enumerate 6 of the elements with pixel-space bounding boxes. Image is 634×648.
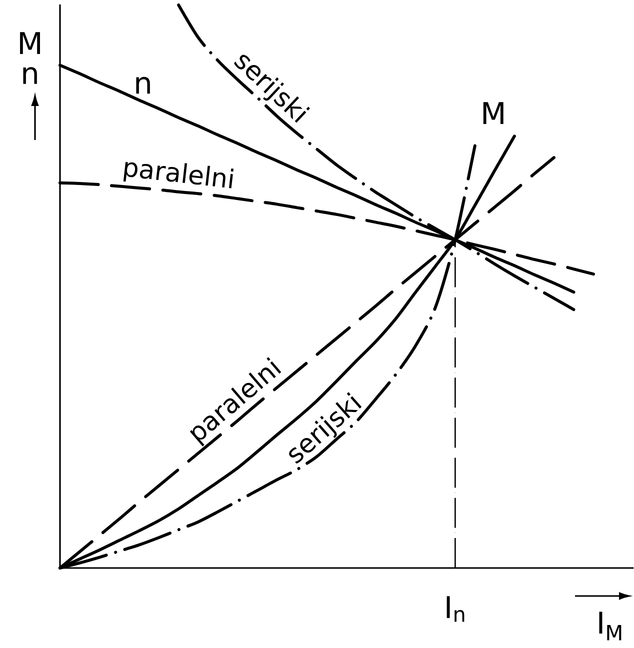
x-axis-title: I$_{M}$ [599, 612, 622, 640]
y-axis-title: M n [20, 32, 40, 84]
series-label: n [136, 76, 150, 94]
text: I$_{n}$ [446, 596, 464, 622]
series-label: M [483, 102, 504, 124]
text: paralelni [123, 162, 234, 188]
